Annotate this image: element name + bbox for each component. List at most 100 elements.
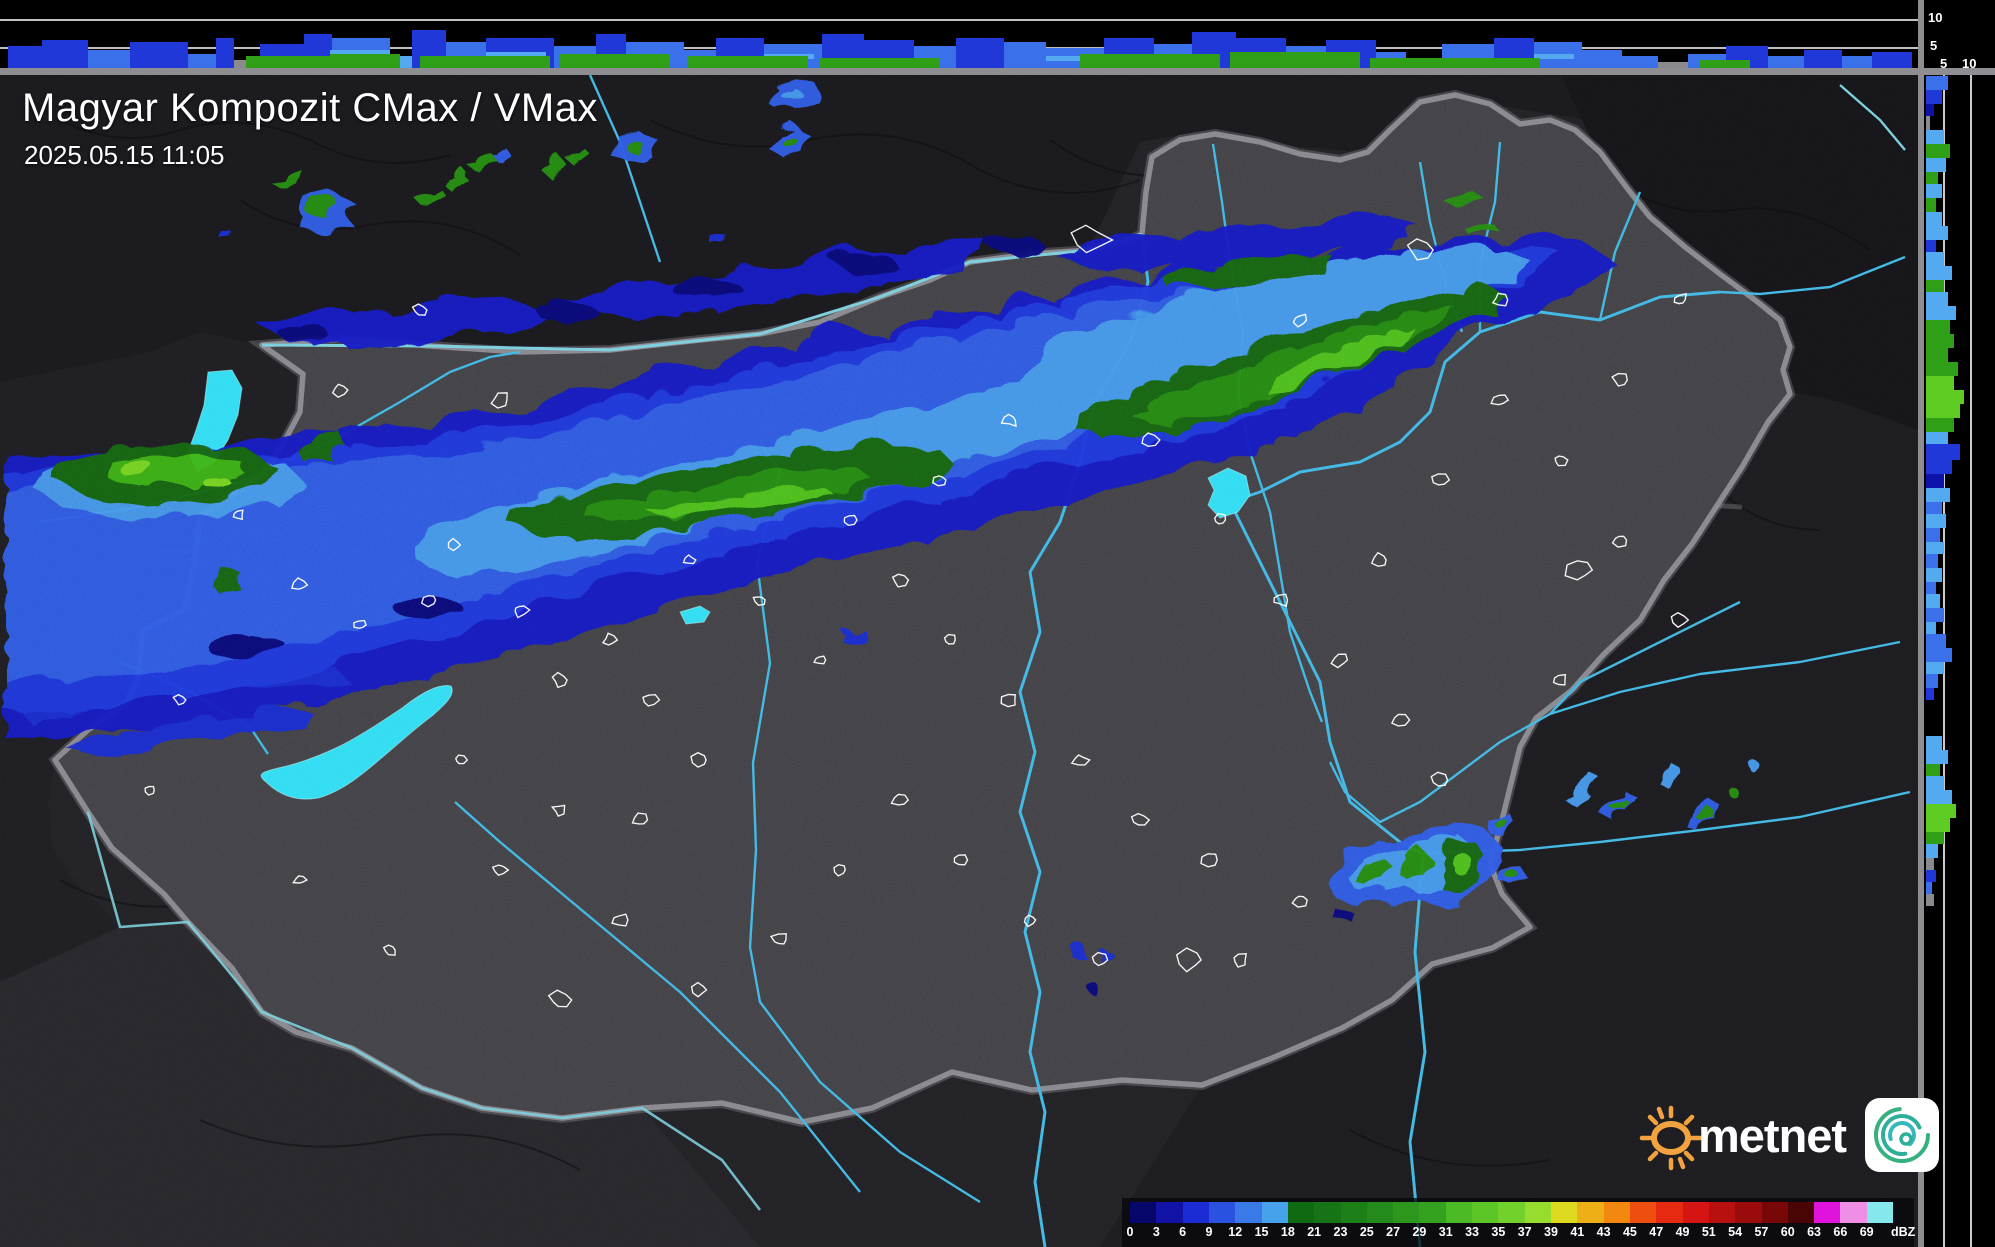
legend-tick: 69 bbox=[1859, 1225, 1874, 1239]
logo-wordmark: metnet bbox=[1698, 1108, 1847, 1162]
legend-color-cell bbox=[1708, 1202, 1736, 1223]
vmax-row bbox=[1926, 514, 1946, 528]
vmax-row bbox=[1926, 870, 1936, 882]
vmax-row bbox=[1926, 844, 1938, 858]
vmax-row bbox=[1926, 542, 1944, 554]
legend-color-cell bbox=[1393, 1202, 1420, 1223]
legend-tick: 3 bbox=[1152, 1225, 1160, 1239]
vmax-column bbox=[1804, 50, 1842, 68]
vmax-column bbox=[1622, 56, 1658, 68]
timestamp: 2025.05.15 11:05 bbox=[24, 140, 225, 170]
vmax-green-base bbox=[1080, 54, 1220, 68]
vmax-green-base bbox=[246, 56, 342, 68]
vmax-green-base bbox=[1370, 58, 1450, 68]
legend-tick: 9 bbox=[1205, 1225, 1213, 1239]
legend-color-cell bbox=[1419, 1202, 1446, 1223]
vmax-column bbox=[130, 42, 188, 68]
vmax-row bbox=[1926, 252, 1944, 266]
legend-tick: 57 bbox=[1754, 1225, 1769, 1239]
vmax-column bbox=[42, 40, 88, 68]
vmax-row bbox=[1926, 662, 1944, 674]
vmax-row bbox=[1926, 418, 1954, 432]
vmax-row bbox=[1926, 266, 1952, 280]
vmax-row bbox=[1926, 502, 1942, 514]
map-area bbox=[0, 73, 1918, 1247]
vmax-row bbox=[1926, 158, 1946, 172]
legend-color-cell bbox=[1287, 1202, 1315, 1223]
vmax-column bbox=[8, 46, 42, 68]
legend-color-cell bbox=[1235, 1202, 1262, 1223]
top-scale-label-5: 5 bbox=[1930, 38, 1938, 53]
vmax-row bbox=[1926, 404, 1960, 418]
legend-tick: 33 bbox=[1465, 1225, 1479, 1239]
legend-tick: 6 bbox=[1179, 1225, 1187, 1239]
legend-tick: 29 bbox=[1412, 1225, 1427, 1239]
legend-color-cell bbox=[1866, 1202, 1894, 1223]
vmax-green-base bbox=[1700, 60, 1750, 68]
vmax-column bbox=[1582, 50, 1622, 68]
vmax-row bbox=[1926, 226, 1948, 240]
vmax-row bbox=[1926, 894, 1934, 906]
legend-tick: 25 bbox=[1359, 1225, 1374, 1239]
legend-color-cell bbox=[1340, 1202, 1367, 1223]
vmax-green-base bbox=[420, 56, 550, 68]
vmax-green-base bbox=[688, 56, 808, 68]
vmax-row bbox=[1926, 334, 1954, 348]
vmax-column bbox=[1004, 42, 1046, 68]
legend-color-cell bbox=[1524, 1202, 1551, 1223]
legend-tick: 37 bbox=[1517, 1225, 1532, 1239]
legend-tick: 23 bbox=[1333, 1225, 1348, 1239]
vmax-row bbox=[1926, 292, 1948, 306]
vmax-row bbox=[1926, 116, 1930, 130]
legend-color-cell bbox=[1814, 1202, 1841, 1223]
vmax-row bbox=[1926, 212, 1942, 226]
legend-color-cell bbox=[1840, 1202, 1867, 1223]
vmax-row bbox=[1926, 362, 1958, 376]
vmax-column bbox=[1842, 56, 1872, 68]
vmax-row bbox=[1926, 648, 1952, 662]
legend-color-cell bbox=[1472, 1202, 1499, 1223]
vmax-column bbox=[1768, 56, 1804, 68]
vmax-row bbox=[1926, 144, 1950, 158]
vmax-row bbox=[1926, 390, 1964, 404]
legend-tick: 45 bbox=[1622, 1225, 1637, 1239]
vmax-green-base bbox=[1450, 58, 1540, 68]
vmax-row bbox=[1926, 376, 1954, 390]
vmax-green-base bbox=[330, 54, 400, 68]
legend-tick: 27 bbox=[1386, 1225, 1401, 1239]
legend-tick: 60 bbox=[1780, 1225, 1795, 1239]
legend-color-cell bbox=[1314, 1202, 1341, 1223]
vmax-row bbox=[1926, 622, 1936, 634]
vmax-row bbox=[1926, 488, 1950, 502]
vmax-column bbox=[216, 38, 234, 68]
legend-color-cell bbox=[1735, 1202, 1762, 1223]
top-profile-strip bbox=[0, 0, 1918, 68]
vmax-row bbox=[1926, 90, 1942, 104]
legend-tick: 12 bbox=[1228, 1225, 1243, 1239]
vmax-row bbox=[1926, 776, 1944, 790]
terrain-noise bbox=[0, 73, 1918, 1247]
vmax-row bbox=[1926, 184, 1942, 198]
vmax-row bbox=[1926, 320, 1950, 334]
legend-color-cell bbox=[1445, 1202, 1473, 1223]
vmax-row bbox=[1926, 460, 1952, 474]
vmax-row bbox=[1926, 882, 1932, 894]
vmax-row bbox=[1926, 432, 1948, 444]
legend-color-cell bbox=[1130, 1202, 1157, 1223]
vmax-row bbox=[1926, 348, 1948, 362]
vmax-green-base bbox=[1230, 52, 1360, 68]
legend-color-cell bbox=[1208, 1202, 1236, 1223]
legend-color-cell bbox=[1629, 1202, 1657, 1223]
vmax-column bbox=[1872, 52, 1912, 68]
legend-tick: 47 bbox=[1649, 1225, 1664, 1239]
vmax-row bbox=[1926, 674, 1938, 688]
vmax-row bbox=[1926, 104, 1934, 116]
vmax-cap bbox=[1534, 54, 1574, 59]
vmax-cap bbox=[1046, 56, 1096, 61]
legend-tick: 18 bbox=[1280, 1225, 1295, 1239]
vmax-row bbox=[1926, 608, 1944, 622]
vmax-row bbox=[1926, 568, 1942, 582]
vmax-row bbox=[1926, 858, 1934, 870]
